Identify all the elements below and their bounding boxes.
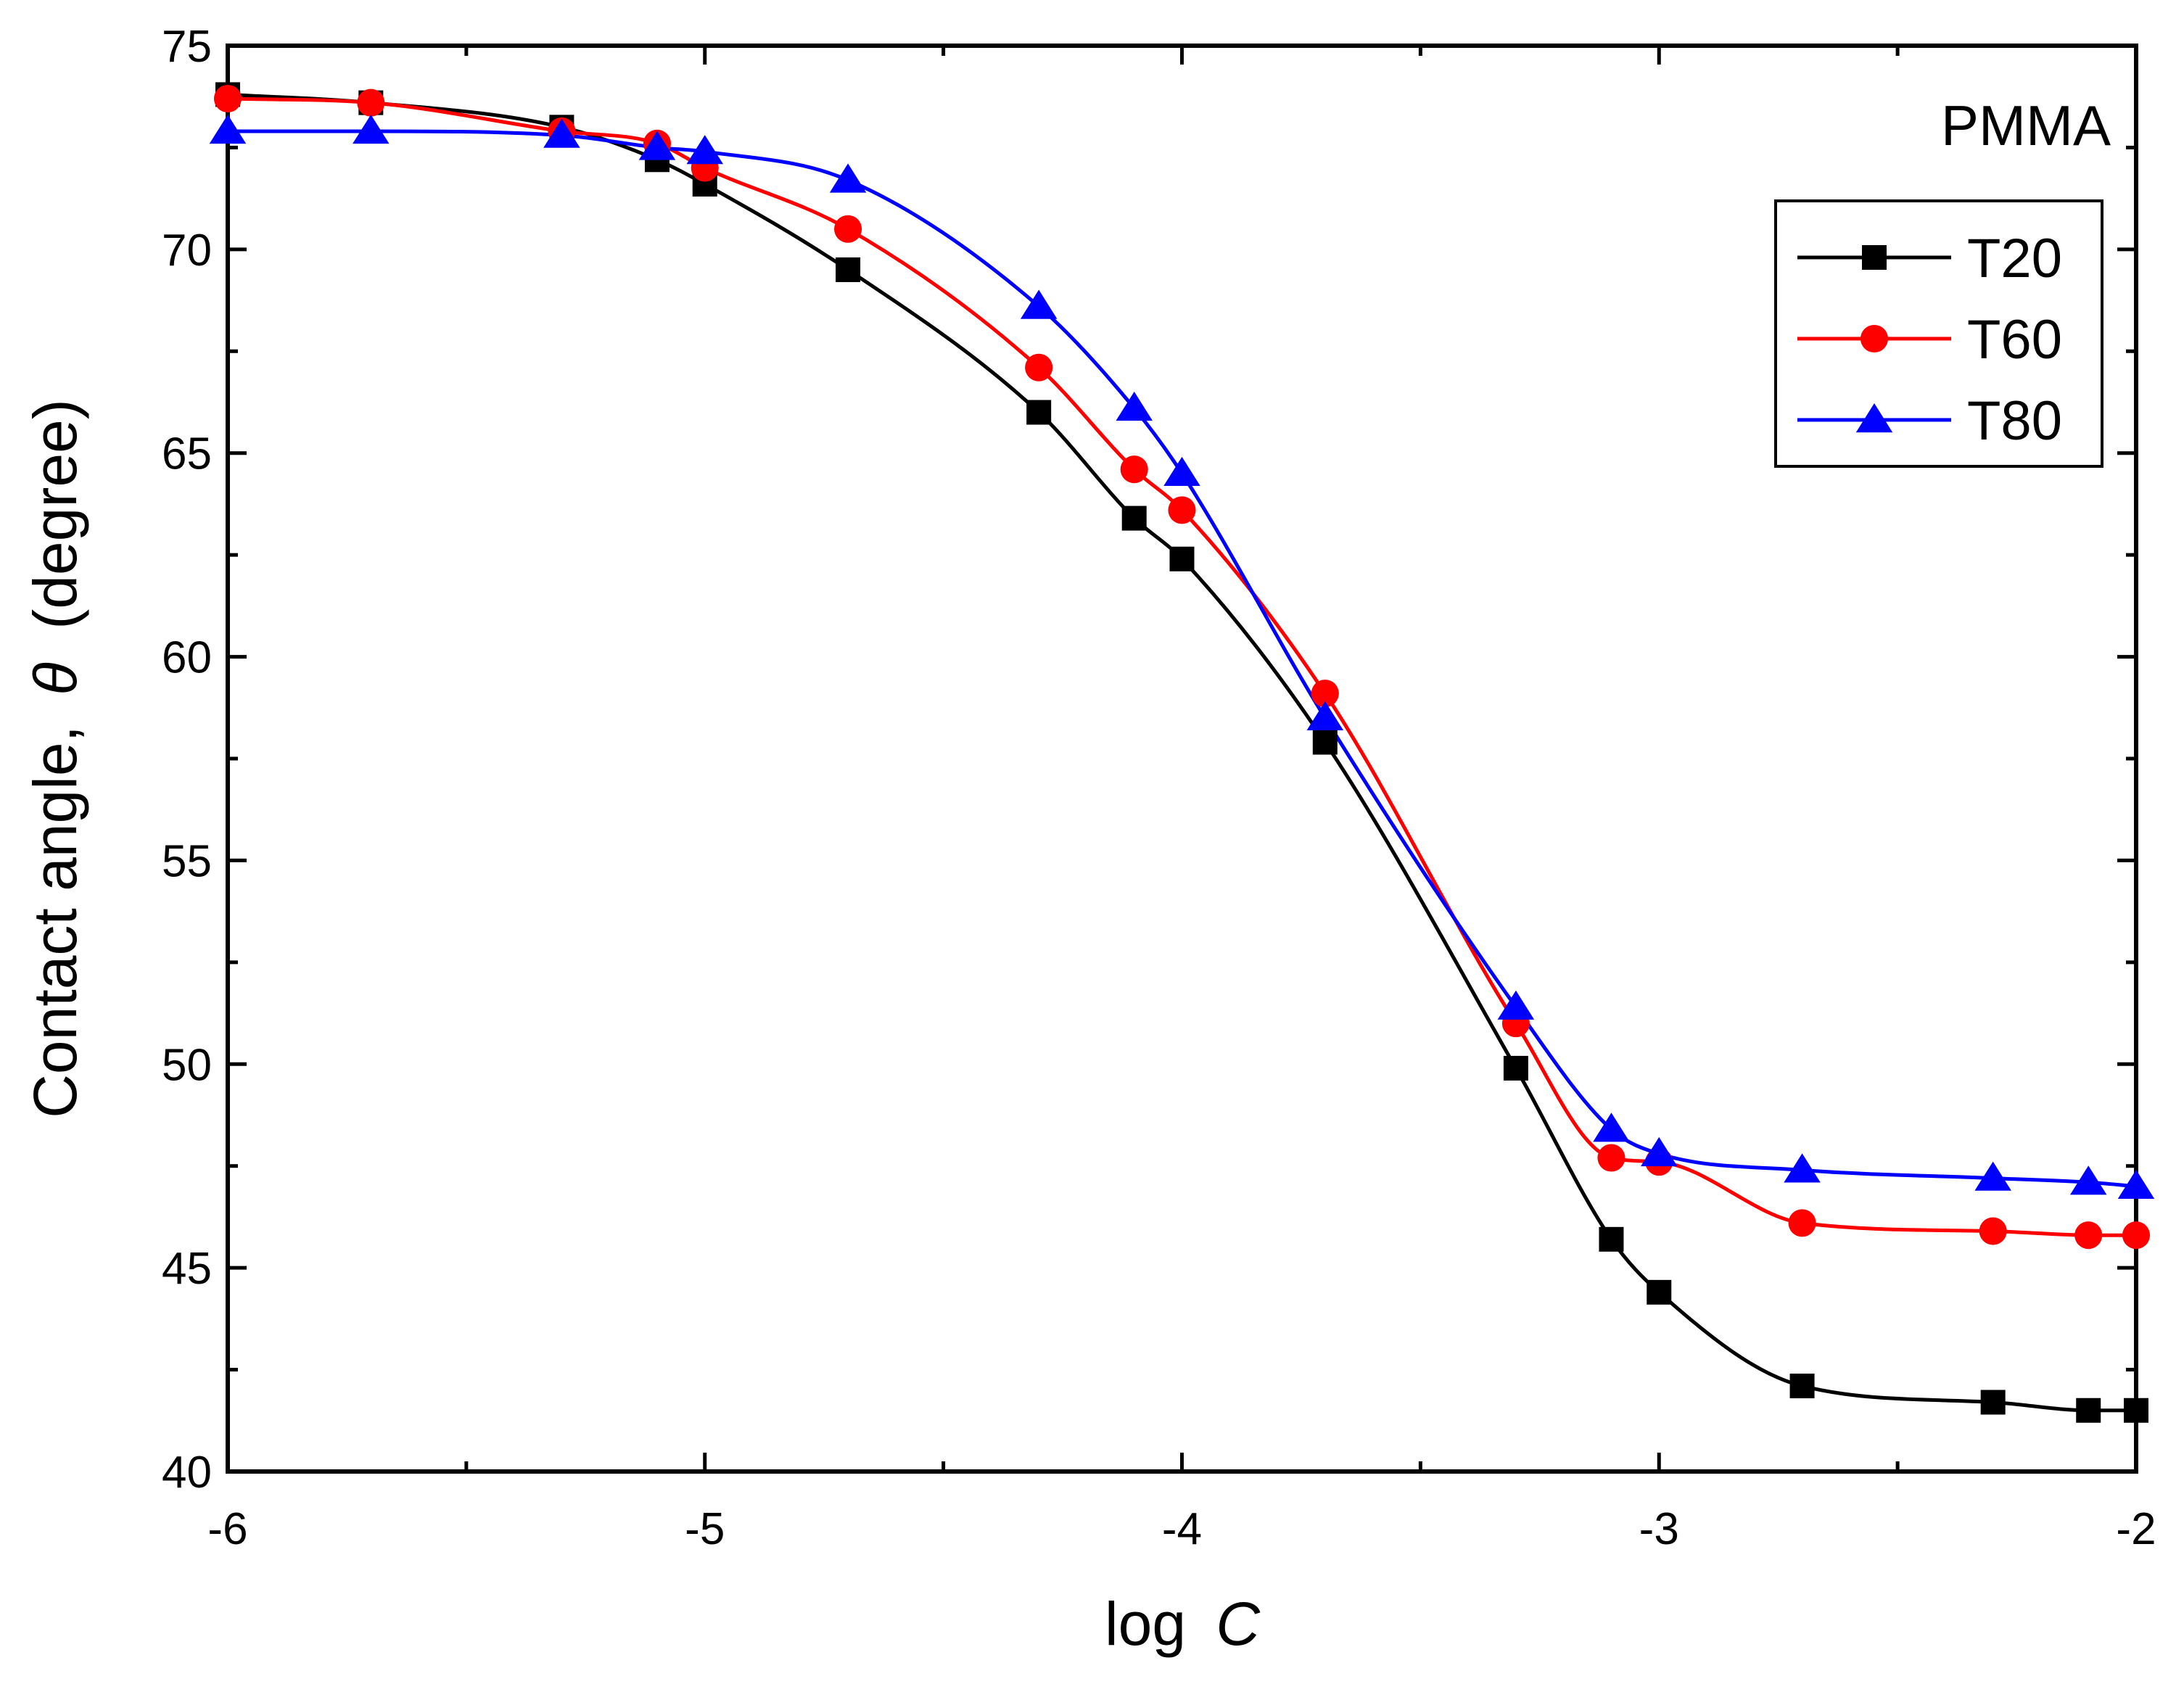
y-axis-label-variable: θ [21,662,89,696]
data-point-t80 [2117,1169,2155,1200]
y-tick-label: 65 [162,429,212,479]
data-point-t80 [2069,1165,2107,1195]
legend-label-t60: T60 [1967,309,2062,371]
data-point-t20 [1647,1279,1672,1305]
data-point-t80 [209,115,247,144]
legend-box [1774,199,2103,468]
data-point-t80 [543,118,580,148]
y-tick-label: 75 [162,22,212,72]
legend-marker-t60 [1860,324,1889,353]
data-point-t20 [1121,505,1147,531]
legend-marker-t80 [1855,403,1893,433]
data-point-t20 [836,257,861,282]
x-tick-label: -4 [1162,1504,1202,1554]
x-axis-label-variable: C [1216,1590,1261,1658]
data-point-t60 [213,84,242,113]
data-point-t60 [2074,1221,2103,1250]
x-tick-label: -5 [685,1504,725,1554]
x-tick-label: -6 [207,1504,247,1554]
y-tick-label: 70 [162,226,212,276]
data-point-t60 [1788,1209,1816,1237]
data-point-t20 [1789,1374,1815,1399]
data-point-t20 [2124,1398,2148,1423]
data-point-t80 [1020,289,1058,319]
y-tick-label: 40 [162,1448,212,1498]
data-point-t80 [353,115,390,144]
data-point-t80 [1306,701,1344,731]
data-point-t80 [829,163,867,193]
legend-label-t80: T80 [1967,390,2062,452]
y-axis-label-text: Contact angle, [21,725,89,1118]
data-point-t80 [1497,990,1535,1020]
data-point-t60 [1979,1217,2007,1245]
data-point-t80 [1641,1136,1678,1167]
data-point-t80 [638,131,676,160]
x-axis-label: log C [1105,1590,1261,1658]
data-point-t60 [2122,1221,2151,1250]
data-point-t20 [1980,1390,2006,1415]
data-point-t60 [1025,353,1053,381]
data-point-t80 [1163,456,1200,487]
legend-marker-t20 [1862,245,1887,270]
data-point-t60 [1597,1144,1625,1172]
data-point-t20 [1312,730,1338,755]
legend: T20 T60 T80 [1774,199,2103,468]
data-point-t80 [1593,1113,1630,1142]
y-axis-label: Contact angle, θ (degree) [21,399,89,1118]
data-point-t80 [1974,1161,2011,1191]
legend-label-t20: T20 [1967,228,2062,289]
data-point-t20 [1169,546,1195,571]
y-tick-label: 55 [162,836,212,886]
y-tick-label: 60 [162,633,212,683]
data-point-t80 [1784,1153,1821,1183]
data-point-t80 [1116,391,1153,421]
y-tick-label: 45 [162,1244,212,1294]
data-point-t60 [1311,680,1339,708]
data-point-t60 [357,88,385,117]
y-tick-label: 50 [162,1040,212,1090]
data-point-t20 [1503,1055,1528,1081]
y-axis-label-unit: (degree) [21,399,89,630]
data-point-t60 [1168,496,1196,524]
data-point-t60 [834,215,862,243]
data-point-t60 [1120,455,1148,484]
data-point-t20 [2076,1398,2101,1423]
annotation-label: PMMA [1941,94,2111,157]
data-point-t80 [686,135,723,165]
data-point-t20 [1026,400,1052,425]
x-tick-label: -2 [2116,1504,2156,1554]
data-point-t20 [1599,1226,1624,1252]
x-axis-label-text: log [1105,1590,1186,1658]
x-tick-label: -3 [1639,1504,1679,1554]
